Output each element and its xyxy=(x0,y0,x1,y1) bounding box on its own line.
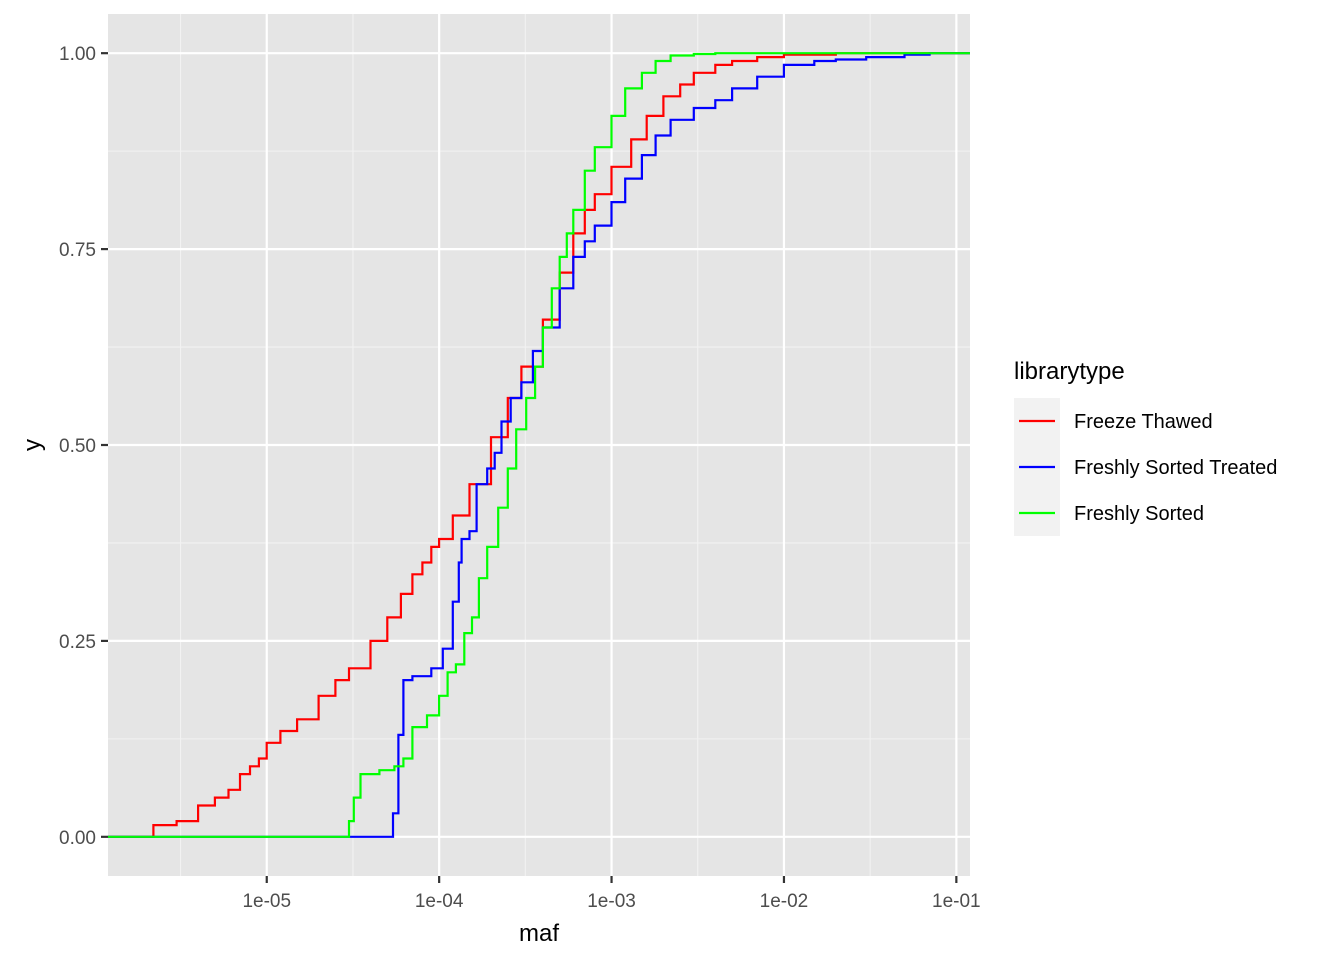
y-axis-title: y xyxy=(19,439,46,451)
series-layer xyxy=(108,52,970,838)
y-tick-label: 0.50 xyxy=(59,436,96,457)
legend-title: librarytype xyxy=(1014,358,1125,385)
y-tick-label: 1.00 xyxy=(59,44,96,65)
y-tick-label: 0.75 xyxy=(59,240,96,261)
legend-label: Freshly Sorted xyxy=(1074,503,1204,525)
legend-label: Freeze Thawed xyxy=(1074,411,1213,433)
series-line-0 xyxy=(108,52,970,838)
legend: librarytype Freeze Thawed Freshly Sorted … xyxy=(1014,358,1277,536)
x-tick-label: 1e-05 xyxy=(242,891,291,912)
legend-label: Freshly Sorted Treated xyxy=(1074,457,1277,479)
x-tick-label: 1e-03 xyxy=(587,891,636,912)
legend-items: Freeze Thawed Freshly Sorted Treated Fresh… xyxy=(1014,398,1277,536)
x-tick-label: 1e-02 xyxy=(760,891,809,912)
series-line-1 xyxy=(108,52,970,838)
series-line-2 xyxy=(108,52,970,838)
y-tick-label: 0.25 xyxy=(59,632,96,653)
y-axis: 0.00 0.25 0.50 0.75 1.00 xyxy=(59,44,108,849)
x-axis-title: maf xyxy=(519,920,559,947)
x-tick-label: 1e-04 xyxy=(415,891,464,912)
x-tick-label: 1e-01 xyxy=(932,891,981,912)
y-tick-label: 0.00 xyxy=(59,828,96,849)
x-axis: 1e-05 1e-04 1e-03 1e-02 1e-01 xyxy=(242,876,981,912)
